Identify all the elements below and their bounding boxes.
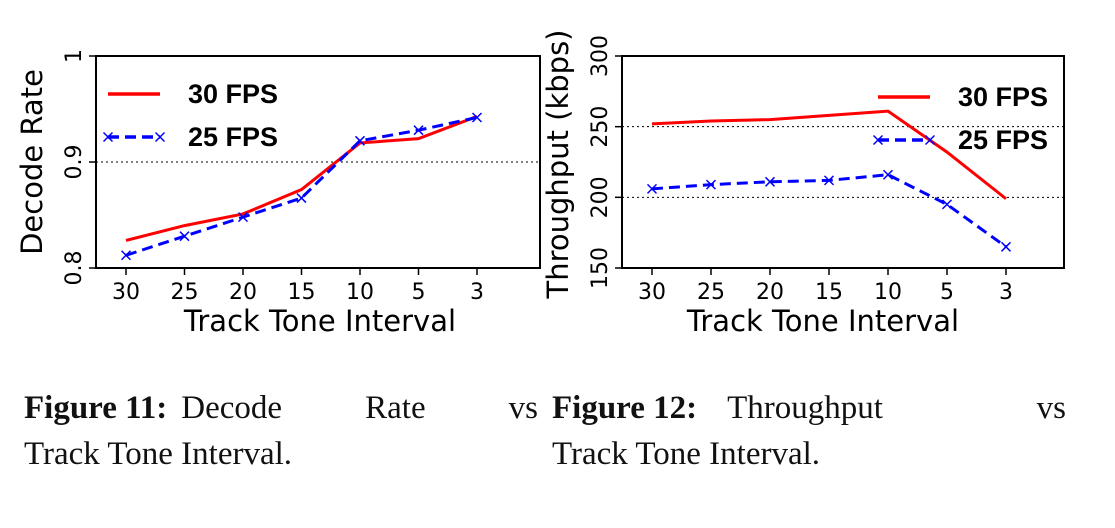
data-point-marker xyxy=(237,212,249,223)
legend-marker xyxy=(872,134,884,146)
data-point-marker xyxy=(705,179,717,190)
x-tick-label: 3 xyxy=(999,280,1013,305)
y-axis-title: Throughput (kbps) xyxy=(541,29,575,299)
y-tick-label: 300 xyxy=(588,35,613,77)
caption-figure-11: Figure 11: Decode Rate vs Track Tone Inter… xyxy=(24,385,538,477)
x-axis-title: Track Tone Interval xyxy=(183,304,456,338)
y-tick-label: 250 xyxy=(588,106,613,148)
caption-label: Figure 11: xyxy=(24,390,168,426)
data-point-marker xyxy=(179,231,190,242)
caption-text-2: Track Tone Interval. xyxy=(552,436,821,472)
caption-label: Figure 12: xyxy=(552,390,698,426)
y-tick-label: 0.8 xyxy=(62,251,87,286)
data-point-marker xyxy=(764,176,776,187)
x-tick-label: 25 xyxy=(697,280,725,305)
y-tick-label: 1 xyxy=(62,49,87,63)
x-tick-label: 10 xyxy=(874,280,902,305)
x-tick-label: 5 xyxy=(412,280,426,305)
series-line-30-fps xyxy=(125,115,478,242)
x-tick-label: 25 xyxy=(171,280,199,305)
y-tick-label: 0.9 xyxy=(62,145,87,180)
caption-text-1: Throughput vs xyxy=(727,390,1066,426)
y-tick-label: 150 xyxy=(588,247,613,289)
data-point-marker xyxy=(413,125,424,136)
legend-label: 30 FPS xyxy=(958,82,1048,112)
legend-label: 25 FPS xyxy=(188,122,278,152)
x-tick-label: 20 xyxy=(756,280,784,305)
y-axis-title: Decode Rate xyxy=(15,69,49,255)
plot-frame xyxy=(621,55,1065,269)
data-point-marker xyxy=(471,112,483,123)
series-line-25-fps xyxy=(125,116,478,257)
chart-2: 30 25 20 15 10 5 3 150 200 250 300 Track Tone Inter… xyxy=(541,29,1065,338)
y-tick-label: 200 xyxy=(588,176,613,218)
caption-text-2: Track Tone Interval. xyxy=(24,436,293,472)
legend-label: 30 FPS xyxy=(188,79,278,109)
x-tick-label: 20 xyxy=(229,280,257,305)
data-point-marker xyxy=(941,199,953,210)
legend-marker xyxy=(154,131,166,143)
caption-figure-12: Figure 12: Throughput vs Track Tone Inter… xyxy=(552,385,1066,477)
data-point-marker xyxy=(296,193,307,204)
data-point-marker xyxy=(120,250,132,261)
x-tick-label: 3 xyxy=(470,280,484,305)
x-tick-label: 30 xyxy=(112,280,140,305)
caption-text-1: Decode Rate vs xyxy=(181,390,538,426)
legend-marker xyxy=(924,134,936,146)
x-tick-label: 30 xyxy=(638,280,666,305)
data-point-marker xyxy=(354,135,366,146)
legend-marker xyxy=(102,131,114,143)
data-point-marker xyxy=(646,183,658,194)
x-tick-label: 15 xyxy=(815,280,843,305)
series-line-30-fps xyxy=(651,109,1007,200)
x-axis-title: Track Tone Interval xyxy=(686,304,959,338)
chart-1: 30 25 20 15 10 5 3 0.8 0.9 1 Track Tone Interval De… xyxy=(15,49,541,338)
series-line-25-fps xyxy=(651,173,1007,249)
legend-label: 25 FPS xyxy=(958,125,1048,155)
x-tick-label: 5 xyxy=(940,280,954,305)
data-point-marker xyxy=(1000,241,1012,252)
x-tick-label: 15 xyxy=(288,280,316,305)
x-tick-label: 10 xyxy=(346,280,374,305)
data-point-marker xyxy=(882,169,894,180)
data-point-marker xyxy=(823,175,835,186)
